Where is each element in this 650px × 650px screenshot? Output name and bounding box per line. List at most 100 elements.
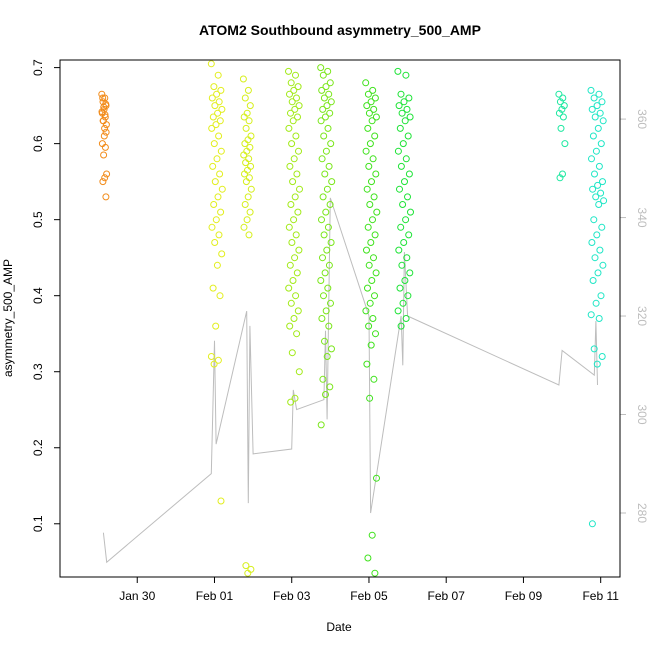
data-point <box>396 124 404 132</box>
data-point <box>588 239 596 246</box>
y-tick-label: 0.7 <box>31 59 45 76</box>
data-point <box>212 216 220 224</box>
data-point <box>366 299 374 307</box>
data-point <box>363 246 370 254</box>
data-point <box>289 178 297 186</box>
data-point <box>99 178 107 186</box>
data-point <box>590 216 598 224</box>
data-point <box>365 109 373 117</box>
x-tick-label: Feb 07 <box>428 589 466 603</box>
data-point <box>369 86 377 94</box>
data-point <box>325 261 333 269</box>
data-point <box>319 105 327 113</box>
y-tick-label: 0.4 <box>31 287 45 304</box>
data-point <box>247 185 255 193</box>
data-point <box>591 254 599 262</box>
data-point <box>99 94 107 102</box>
data-point <box>324 284 332 292</box>
data-point <box>240 151 248 159</box>
data-point <box>288 98 296 106</box>
data-point <box>560 102 568 110</box>
data-point <box>99 117 107 125</box>
data-point <box>366 394 374 402</box>
data-point <box>288 140 296 148</box>
data-point <box>322 307 330 315</box>
data-point <box>102 128 110 136</box>
data-point <box>598 353 606 360</box>
data-point <box>295 147 302 155</box>
data-point <box>588 155 595 163</box>
data-point <box>596 246 604 254</box>
data-point <box>366 201 374 208</box>
data-point <box>102 193 110 201</box>
data-point <box>290 155 298 163</box>
data-point <box>285 284 293 292</box>
data-point <box>404 193 411 201</box>
data-point <box>294 307 302 315</box>
data-point <box>210 83 218 91</box>
data-point <box>371 132 379 140</box>
data-point <box>291 394 299 402</box>
data-point <box>246 102 254 110</box>
data-point <box>293 170 301 178</box>
data-point <box>367 98 375 106</box>
x-axis-label: Date <box>326 620 352 634</box>
data-point <box>396 185 403 193</box>
data-point <box>320 292 327 300</box>
data-point <box>293 94 300 102</box>
data-point <box>363 185 371 193</box>
data-point <box>598 223 606 231</box>
data-point <box>322 83 330 91</box>
data-point <box>556 174 564 182</box>
data-point <box>214 109 222 117</box>
data-point <box>245 155 253 163</box>
data-point <box>241 94 249 102</box>
data-point <box>101 111 109 119</box>
data-point <box>370 105 378 113</box>
data-point <box>246 208 254 216</box>
data-point <box>366 140 374 148</box>
data-point <box>218 185 226 193</box>
data-point <box>594 181 602 189</box>
data-point <box>555 109 563 117</box>
data-point <box>319 254 326 262</box>
y-tick-label: 0.6 <box>31 135 45 152</box>
y2-tick-label: 340 <box>635 208 649 228</box>
data-point <box>103 170 111 178</box>
data-point <box>328 345 335 353</box>
data-point <box>599 261 607 269</box>
data-point <box>287 109 294 117</box>
data-point <box>210 360 218 368</box>
data-point <box>370 193 378 201</box>
data-point <box>288 349 296 357</box>
data-point <box>367 341 375 349</box>
data-point <box>592 147 600 155</box>
y2-tick-label: 280 <box>635 503 649 523</box>
data-point <box>242 178 250 186</box>
data-point <box>247 162 255 170</box>
data-point <box>368 178 375 186</box>
data-point <box>212 322 220 330</box>
data-point <box>599 178 606 186</box>
data-point <box>243 216 251 224</box>
data-point <box>322 208 330 216</box>
data-point <box>217 147 225 155</box>
data-point <box>216 117 224 125</box>
data-point <box>561 140 569 148</box>
data-point <box>321 170 329 178</box>
data-point <box>208 94 216 102</box>
y-axis-label: asymmetry_500_AMP <box>1 259 15 377</box>
data-point <box>292 231 300 239</box>
data-point <box>395 246 403 254</box>
data-point <box>364 223 372 231</box>
data-point <box>318 155 326 163</box>
y-tick-label: 0.3 <box>31 363 45 380</box>
data-point <box>210 140 218 148</box>
data-point <box>321 113 329 121</box>
data-point <box>598 98 606 106</box>
data-point <box>593 102 601 110</box>
data-point <box>371 292 378 300</box>
data-point <box>318 216 325 224</box>
data-point <box>363 102 371 110</box>
data-point <box>397 90 405 98</box>
